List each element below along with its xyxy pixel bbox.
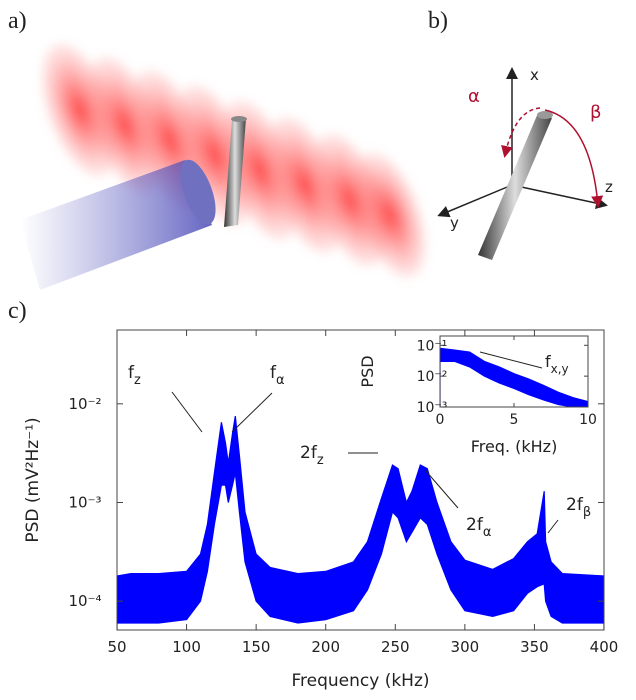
annotation: fz [128,363,141,388]
chart: 0 5 10 10⁻³ 10⁻² 10⁻¹ Freq. (kHz) PSD fx,y [358,335,597,456]
annotation-text: f [545,352,551,371]
leader-line [171,391,203,433]
annotation: 2fα [466,515,491,540]
panel-label: a) [8,8,27,34]
annotation: fα [270,363,285,388]
x-tick-label: 200 [311,638,340,656]
y-tick-label: 10⁻³ [68,493,101,511]
annotation-text: f [128,363,135,383]
angle-label: β [590,102,602,123]
x-tick-label: 10 [579,412,597,428]
leader-line [547,519,559,534]
panel-label: b) [428,8,448,34]
x-tick-label: 150 [242,638,271,656]
y-tick-label: 10⁻² [417,369,448,385]
frame [116,329,605,631]
axis-label: z [605,178,613,196]
annotation-subscript: x,y [551,362,569,376]
x-tick-label: 0 [436,412,445,428]
annotation-text: 2f [566,495,584,515]
y-axis-title: PSD [358,355,377,387]
axis-label: y [450,214,459,232]
plot [440,347,588,407]
annotation: 2fz [300,443,324,468]
annotation-text: f [270,363,277,383]
x-tick-label: 250 [381,638,410,656]
x-tick-label: 400 [590,638,619,656]
annotation-text: 2f [300,443,318,463]
leader-line [424,469,459,509]
axes-diagram [437,67,608,260]
annotation-subscript: α [276,373,285,388]
panel-label: c) [8,298,27,324]
y-tick-label: 10⁻¹ [417,338,448,354]
y-tick-label: 10⁻⁴ [68,592,101,610]
x-tick-label: 300 [451,638,480,656]
plot [117,416,604,630]
y-tick-label: 10⁻³ [417,400,448,416]
angle-label: α [468,86,480,107]
noise-floor-area [440,360,588,407]
noise-floor-area [117,472,604,630]
annotation-text: 2f [466,515,484,535]
annotation-subscript: z [134,373,141,388]
x-tick-label: 50 [107,638,126,656]
x-tick-label: 5 [510,412,519,428]
annotation-subscript: β [583,505,591,520]
x-tick-label: 100 [172,638,201,656]
axis-label: x [530,66,539,84]
annotation-subscript: α [483,525,492,540]
y-axis-title: PSD (mV²Hz⁻¹) [23,417,43,542]
x-tick-label: 350 [520,638,549,656]
y-tick-label: 10⁻² [68,395,101,413]
annotation: 2fβ [566,495,591,520]
leader-line [231,392,273,433]
annotation: fx,y [545,352,569,376]
x-axis-title: Freq. (kHz) [471,437,558,456]
fiber-rendering [20,116,247,290]
x-axis-title: Frequency (kHz) [291,671,429,691]
leader-line [479,351,543,369]
annotation-subscript: z [317,453,324,468]
